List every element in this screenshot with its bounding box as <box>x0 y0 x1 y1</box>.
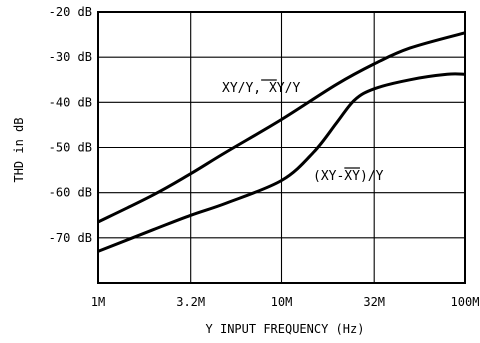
x-tick-label: 3.2M <box>176 295 205 309</box>
y-tick-label: -50 dB <box>49 141 92 155</box>
x-tick-label: 100M <box>451 295 480 309</box>
x-tick-label: 1M <box>91 295 105 309</box>
y-axis-label: THD in dB <box>12 117 26 182</box>
y-tick-label: -40 dB <box>49 95 92 109</box>
x-tick-labels: 1M 3.2M 10M 32M 100M <box>91 295 480 309</box>
annotation-lower-series: (XY-XY)/Y <box>313 169 384 184</box>
y-tick-label: -20 dB <box>49 5 92 19</box>
x-axis-label: Y INPUT FREQUENCY (Hz) <box>206 322 365 336</box>
y-tick-label: -60 dB <box>49 186 92 200</box>
x-tick-label: 10M <box>271 295 293 309</box>
series-line-0 <box>97 31 466 224</box>
series-layer <box>97 31 466 253</box>
plot-frame <box>97 11 466 284</box>
y-tick-labels: -20 dB -30 dB -40 dB -50 dB -60 dB -70 dB <box>49 5 92 245</box>
x-tick-label: 32M <box>363 295 385 309</box>
annotation-upper-series: XY/Y, XY/Y <box>222 81 300 96</box>
y-tick-label: -70 dB <box>49 231 92 245</box>
y-tick-label: -30 dB <box>49 50 92 64</box>
series-line-1 <box>97 72 466 253</box>
grid <box>97 11 466 283</box>
